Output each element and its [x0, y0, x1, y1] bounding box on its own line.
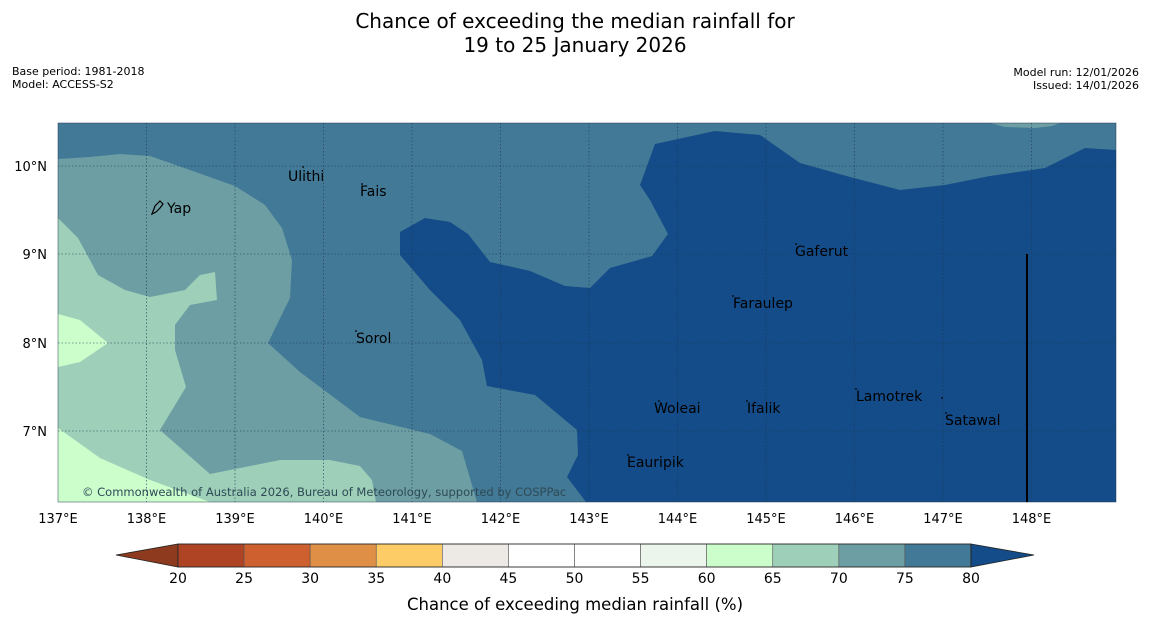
x-tick-label: 146°E [835, 512, 875, 527]
place-label: Yap [166, 201, 191, 217]
band-65-70 [58, 218, 376, 502]
model-run: Model run: 12/01/2026 [1013, 66, 1139, 79]
graticule [58, 123, 1116, 502]
x-tick-label: 137°E [38, 512, 78, 527]
island-dot [658, 400, 660, 402]
x-tick-label: 138°E [127, 512, 167, 527]
y-axis-ticks: 10°N 9°N 8°N 7°N [14, 160, 47, 440]
map-contours [58, 123, 1116, 502]
place-label: Lamotrek [856, 389, 923, 405]
island-dot [945, 412, 947, 414]
place-label: Eauripik [627, 455, 685, 471]
band-70-75 [990, 123, 1060, 128]
place-label: Faraulep [733, 296, 793, 312]
island-dot [302, 166, 304, 168]
y-tick-label: 7°N [23, 425, 48, 440]
x-tick-label: 139°E [215, 512, 255, 527]
x-tick-label: 147°E [923, 512, 963, 527]
x-tick-label: 148°E [1012, 512, 1052, 527]
issued-date: Issued: 14/01/2026 [1032, 79, 1139, 92]
base-period: Base period: 1981-2018 [12, 65, 145, 78]
title-line-2: 19 to 25 January 2026 [463, 33, 687, 57]
place-label: Ifalik [747, 401, 781, 417]
x-tick-label: 142°E [481, 512, 521, 527]
island-dot [746, 400, 748, 402]
x-tick-label: 144°E [658, 512, 698, 527]
band-above-80 [400, 131, 1116, 502]
island-dot [355, 330, 357, 332]
band-60-65 [58, 314, 108, 367]
copyright-notice: © Commonwealth of Australia 2026, Bureau… [82, 485, 566, 499]
x-axis-ticks: 137°E 138°E 139°E 140°E 141°E 142°E 143°E 144°E… [38, 512, 1051, 527]
island-dot [627, 454, 629, 456]
x-tick-label: 140°E [304, 512, 344, 527]
y-tick-label: 10°N [14, 160, 47, 175]
band-60-65 [58, 428, 210, 502]
place-label: Satawal [945, 413, 1000, 429]
place-labels: Yap Ulithi Fais Sorol Gaferut Faraulep W… [166, 169, 1000, 471]
model-name: Model: ACCESS-S2 [12, 78, 114, 91]
x-tick-label: 143°E [569, 512, 609, 527]
place-label: Sorol [356, 331, 391, 347]
place-label: Ulithi [288, 169, 324, 185]
island-dot [795, 243, 797, 245]
island-dot [732, 295, 734, 297]
island-dot [855, 388, 857, 390]
island-dot [941, 397, 943, 399]
map-frame [57, 122, 1117, 503]
map-title: Chance of exceeding the median rainfall … [0, 9, 1150, 57]
island-dot [361, 183, 363, 185]
y-tick-label: 9°N [23, 248, 48, 263]
place-label: Fais [360, 184, 387, 200]
place-label: Woleai [654, 401, 701, 417]
meta-right: Model run: 12/01/2026 Issued: 14/01/2026 [1013, 66, 1139, 92]
title-line-1: Chance of exceeding the median rainfall … [355, 9, 795, 33]
place-label: Gaferut [795, 244, 849, 260]
yap-island-shape [150, 200, 164, 216]
x-tick-label: 145°E [746, 512, 786, 527]
x-tick-label: 141°E [392, 512, 432, 527]
y-tick-label: 8°N [23, 337, 48, 352]
meta-left: Base period: 1981-2018 Model: ACCESS-S2 [12, 65, 144, 91]
island-dots [302, 166, 947, 456]
